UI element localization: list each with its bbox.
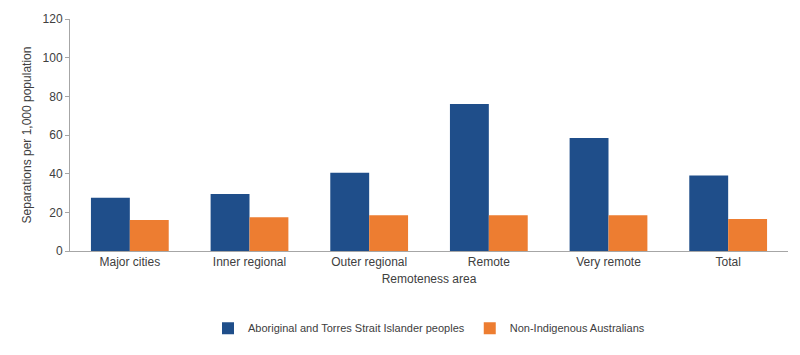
svg-text:60: 60 [49,128,63,142]
svg-text:Major cities: Major cities [99,255,160,269]
svg-text:Aboriginal and Torres Strait I: Aboriginal and Torres Strait Islander pe… [248,322,465,334]
svg-text:Very remote: Very remote [576,255,641,269]
svg-text:Outer regional: Outer regional [331,255,407,269]
svg-text:20: 20 [49,206,63,220]
svg-text:Remote: Remote [468,255,510,269]
svg-text:120: 120 [43,12,63,26]
svg-text:100: 100 [43,51,63,65]
svg-text:40: 40 [49,167,63,181]
svg-text:80: 80 [49,90,63,104]
svg-text:Total: Total [715,255,740,269]
svg-text:Remoteness area: Remoteness area [382,272,477,286]
svg-text:Inner regional: Inner regional [213,255,286,269]
svg-text:Non-Indigenous Australians: Non-Indigenous Australians [510,322,645,334]
svg-text:0: 0 [56,244,63,258]
svg-text:Separations per 1,000 populati: Separations per 1,000 population [20,47,34,224]
